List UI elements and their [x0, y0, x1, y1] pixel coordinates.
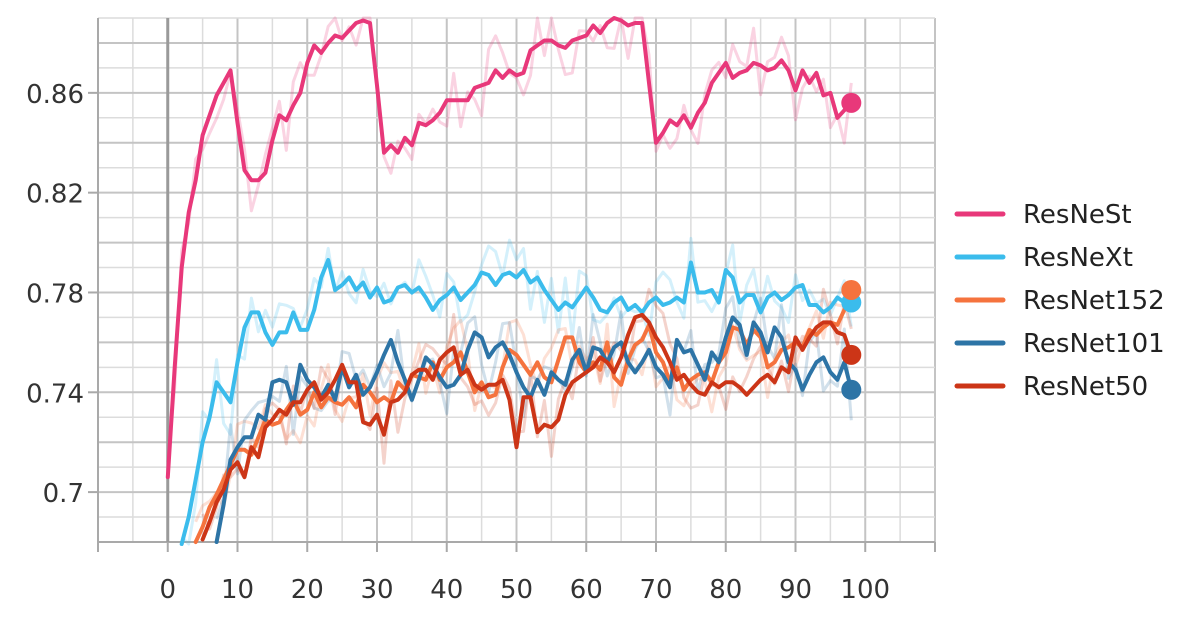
- grid: [97, 17, 936, 543]
- legend-label: ResNet101: [1023, 329, 1165, 359]
- series-line: [200, 312, 854, 542]
- x-tick-label: 90: [779, 575, 812, 605]
- y-tick-label: 0.78: [26, 279, 84, 309]
- y-tick-label: 0.7: [43, 479, 84, 509]
- tick-labels: 0 10 20 30 40 50 60 70 80 90 100 0.7 0.74 0.78 0.82 0.8…: [26, 80, 890, 605]
- smoothed-lines: [165, 16, 854, 546]
- x-tick-label: 20: [291, 575, 324, 605]
- y-tick-label: 0.86: [26, 80, 84, 110]
- series-end-marker: [841, 279, 862, 300]
- series-line: [165, 16, 854, 480]
- x-tick-label: 100: [840, 575, 890, 605]
- legend-label: ResNet50: [1023, 372, 1148, 402]
- legend-label: ResNeXt: [1023, 243, 1133, 273]
- end-markers: [841, 92, 862, 400]
- x-tick-label: 0: [159, 575, 176, 605]
- series-raw-line: [194, 300, 852, 523]
- series-end-marker: [841, 92, 862, 113]
- series-line: [214, 315, 854, 544]
- x-tick-label: 60: [570, 575, 603, 605]
- series-line: [179, 258, 854, 546]
- x-tick-label: 70: [639, 575, 672, 605]
- x-tick-label: 80: [709, 575, 742, 605]
- raw-lines: [166, 16, 853, 546]
- y-tick-label: 0.74: [26, 379, 84, 409]
- series-end-marker: [841, 379, 862, 400]
- x-tick-label: 30: [360, 575, 393, 605]
- legend: ResNeSt ResNeXt ResNet152 ResNet101 ResNet50: [954, 200, 1165, 402]
- legend-label: ResNet152: [1023, 286, 1165, 316]
- x-tick-label: 50: [500, 575, 533, 605]
- series-end-marker: [841, 344, 862, 365]
- x-tick-label: 10: [221, 575, 254, 605]
- y-tick-label: 0.82: [26, 180, 84, 210]
- x-tick-label: 40: [430, 575, 463, 605]
- legend-label: ResNeSt: [1023, 200, 1132, 230]
